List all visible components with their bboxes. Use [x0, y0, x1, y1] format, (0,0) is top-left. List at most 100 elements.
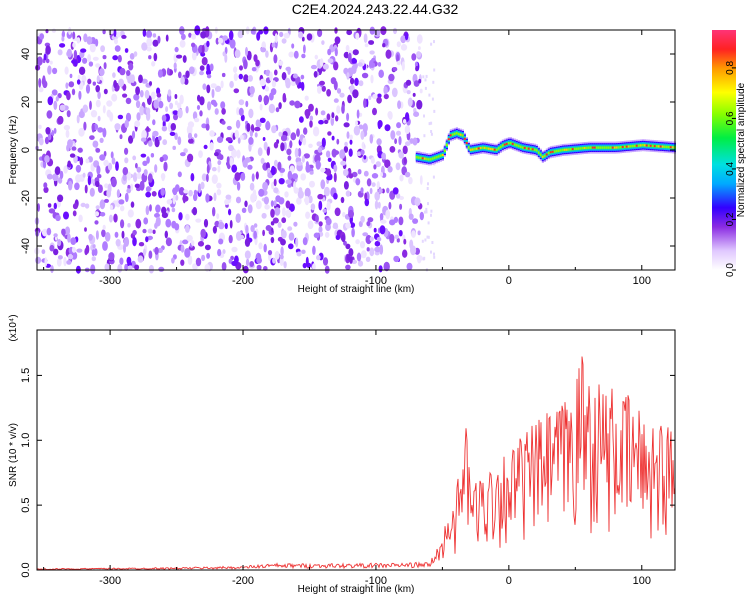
noise-cell	[333, 192, 338, 200]
noise-cell	[92, 140, 99, 148]
noise-cell	[67, 160, 72, 168]
noise-cell	[414, 61, 418, 68]
ridge-cell	[637, 144, 640, 147]
noise-cell	[206, 252, 211, 259]
noise-cell	[68, 180, 73, 191]
noise-cell	[419, 175, 423, 185]
noise-cell	[103, 88, 108, 95]
noise-cell	[307, 220, 314, 230]
noise-cell	[38, 124, 42, 129]
ridge-peak	[643, 144, 647, 147]
noise-cell	[360, 215, 365, 223]
noise-cell	[97, 91, 101, 100]
noise-cell	[206, 40, 210, 48]
noise-cell	[193, 189, 198, 196]
noise-cell	[393, 255, 400, 263]
noise-cell	[274, 207, 281, 216]
ridge-cell	[631, 144, 634, 148]
noise-cell	[384, 159, 391, 168]
noise-cell	[405, 79, 412, 86]
noise-cell	[177, 136, 182, 146]
noise-cell	[244, 200, 248, 208]
noise-cell	[89, 135, 95, 141]
noise-cell	[364, 198, 370, 207]
noise-cell	[236, 107, 240, 116]
noise-cell	[284, 77, 290, 85]
snr-series-line	[36, 356, 676, 571]
noise-cell	[360, 187, 364, 194]
noise-cell	[383, 86, 388, 95]
noise-cell	[348, 209, 354, 219]
noise-cell	[145, 236, 149, 243]
noise-cell	[343, 169, 349, 177]
noise-cell	[427, 235, 430, 239]
noise-cell	[427, 202, 429, 206]
noise-cell	[95, 63, 101, 68]
noise-cell	[191, 51, 197, 61]
noise-cell	[128, 135, 134, 144]
noise-cell	[204, 244, 211, 251]
noise-cell	[206, 74, 212, 79]
noise-cell	[325, 217, 332, 226]
noise-cell	[142, 160, 148, 166]
noise-cell	[296, 251, 302, 257]
noise-cell	[172, 195, 176, 205]
noise-cell	[157, 35, 161, 44]
noise-cell	[76, 114, 80, 124]
noise-cell	[431, 97, 434, 101]
ridge-cell	[457, 132, 460, 136]
noise-cell	[353, 125, 361, 136]
noise-cell	[101, 229, 106, 238]
noise-cell	[416, 34, 423, 44]
noise-cell	[102, 127, 107, 138]
noise-cell	[109, 204, 113, 211]
noise-cell	[177, 108, 183, 119]
noise-cell	[191, 33, 197, 40]
noise-cell	[296, 161, 303, 166]
noise-cell	[393, 27, 397, 35]
noise-cell	[243, 74, 249, 83]
noise-cell	[35, 64, 41, 71]
noise-cell	[49, 60, 53, 65]
noise-cell	[210, 83, 217, 89]
y-tick-label: 0	[20, 147, 32, 153]
noise-cell	[383, 93, 389, 100]
y-tick-label: -20	[20, 190, 32, 206]
noise-cell	[417, 230, 421, 236]
ridge-cell	[485, 147, 488, 150]
noise-cell	[221, 72, 226, 78]
noise-cell	[184, 248, 191, 258]
noise-cell	[299, 116, 304, 123]
noise-cell	[285, 66, 292, 72]
noise-cell	[388, 73, 395, 82]
ridge-cell	[623, 145, 626, 148]
noise-cell	[399, 203, 403, 210]
colorbar-ticks: 0.0 0.2 0.4 0.6 0.8	[725, 61, 736, 277]
noise-cell	[201, 57, 208, 66]
noise-cell	[63, 256, 67, 267]
noise-cell	[240, 172, 246, 181]
noise-cell	[64, 66, 69, 75]
noise-cell	[146, 156, 150, 164]
ridge-cell	[655, 145, 658, 148]
noise-cell	[111, 157, 116, 165]
noise-cell	[56, 257, 62, 267]
noise-cell	[363, 98, 367, 109]
noise-cell	[183, 189, 189, 194]
ridge-cell	[535, 149, 538, 152]
noise-cell	[234, 49, 241, 58]
noise-cell	[376, 236, 382, 242]
noise-cell	[130, 201, 135, 208]
noise-cell	[55, 214, 61, 222]
noise-cell	[205, 123, 210, 131]
noise-cell	[275, 195, 281, 203]
ridge-cell	[555, 149, 558, 153]
noise-cell	[66, 260, 72, 265]
noise-cell	[200, 181, 205, 190]
noise-cell	[156, 92, 162, 98]
noise-cell	[113, 213, 118, 223]
noise-cell	[376, 181, 380, 190]
noise-cell	[352, 49, 359, 56]
noise-cell	[112, 72, 116, 78]
